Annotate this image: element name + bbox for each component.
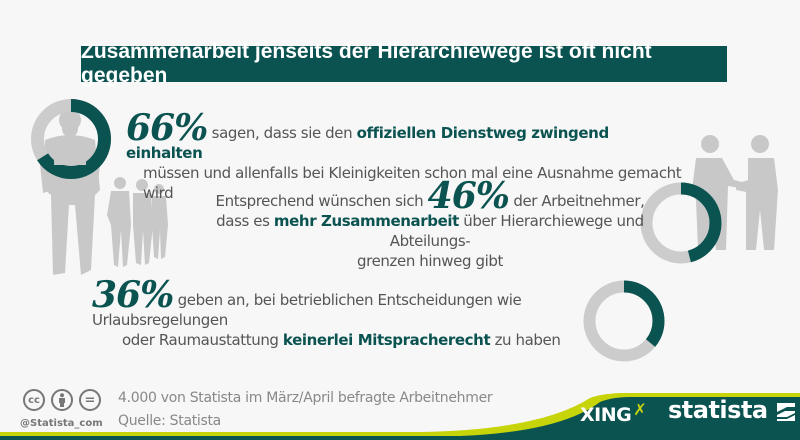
stat-66-percent: 66% [126, 107, 208, 149]
stat-46-percent: 46% [427, 175, 510, 217]
license-icons: cc = [23, 389, 101, 411]
cc-icon: cc [23, 389, 45, 411]
statista-logo-icon [777, 403, 795, 421]
nd-equals-icon: = [79, 389, 101, 411]
twitter-handle: @Statista_com [20, 418, 103, 429]
handshake-silhouette [692, 135, 778, 250]
stat-36-percent: 36% [92, 274, 174, 316]
page-title: Zusammenarbeit jenseits der Hierarchiewe… [81, 40, 652, 87]
group-of-people-silhouette [107, 177, 168, 267]
stat-46-block: Entsprechend wünschen sich 46% der Arbei… [215, 175, 645, 270]
stat-36-block: 36% geben an, bei betrieblichen Entschei… [92, 274, 561, 349]
xing-x-icon: ✗ [633, 400, 647, 419]
stat-66-block: 66% sagen, dass sie den offiziellen Dien… [126, 107, 682, 202]
footer-swoosh [0, 393, 800, 440]
donut-chart-46 [640, 182, 722, 264]
xing-logo: XING ✗ [580, 400, 647, 426]
survey-note: 4.000 von Statista im März/April befragt… [118, 390, 493, 406]
title-banner: Zusammenarbeit jenseits der Hierarchiewe… [81, 40, 727, 87]
donut-chart-36 [583, 280, 665, 362]
statista-logo: statista [668, 396, 768, 424]
donut-chart-66 [31, 99, 111, 179]
person-head-in-donut [54, 121, 86, 165]
by-person-icon [51, 389, 73, 411]
source-note: Quelle: Statista [118, 413, 221, 429]
